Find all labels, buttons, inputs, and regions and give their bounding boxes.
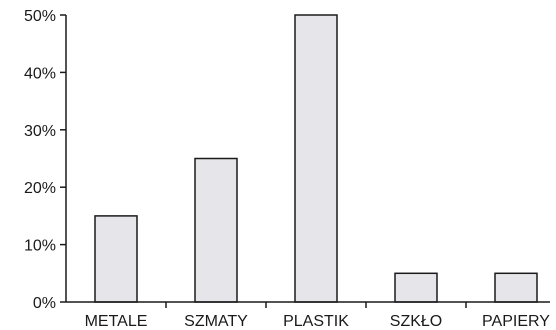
y-axis: 0% 10% 20% 30% 40% 50% xyxy=(24,8,67,312)
bar-plastik xyxy=(294,14,338,303)
y-tick-label: 30% xyxy=(24,123,56,140)
x-category-label: PAPIERY xyxy=(482,313,550,330)
y-tick-label: 20% xyxy=(24,180,56,197)
x-axis: METALE SZMATY PLASTIK SZKŁO PAPIERY xyxy=(66,301,550,330)
x-category-label: METALE xyxy=(85,313,148,330)
y-tick-label: 50% xyxy=(24,8,56,25)
y-tick-label: 40% xyxy=(24,65,56,82)
bars xyxy=(94,14,538,303)
bar-papiery xyxy=(494,272,538,303)
bar-szkło xyxy=(394,272,438,303)
y-tick-label: 10% xyxy=(24,238,56,255)
x-category-label: SZMATY xyxy=(184,313,248,330)
bar-metale xyxy=(94,215,138,303)
y-tick-label: 0% xyxy=(33,295,56,312)
x-category-label: SZKŁO xyxy=(390,313,442,330)
x-category-label: PLASTIK xyxy=(283,313,349,330)
bar-szmaty xyxy=(194,157,238,303)
